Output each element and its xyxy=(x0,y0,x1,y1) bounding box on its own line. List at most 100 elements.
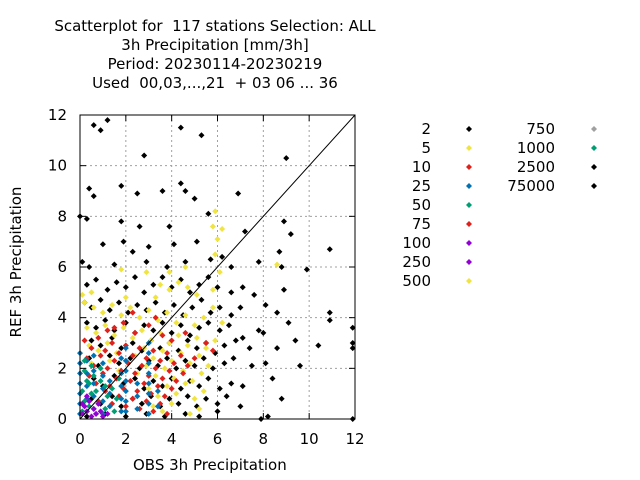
x-tick-label-6: 12 xyxy=(345,430,364,448)
data-point-s0-28 xyxy=(145,243,152,250)
data-point-s1-28 xyxy=(173,319,180,326)
data-point-s0-99 xyxy=(205,319,212,326)
data-point-s1-61 xyxy=(196,352,203,359)
data-point-s2-64 xyxy=(129,309,136,316)
data-point-s2-1 xyxy=(88,345,95,352)
data-point-s2-67 xyxy=(203,340,210,346)
data-point-s1-85 xyxy=(168,400,175,407)
data-point-s0-95 xyxy=(168,329,175,336)
data-point-s0-8 xyxy=(118,182,125,189)
data-point-s1-10 xyxy=(157,281,164,288)
data-point-s0-96 xyxy=(177,322,184,329)
data-point-s3-45 xyxy=(145,360,152,367)
data-point-s4-15 xyxy=(111,408,118,415)
data-point-s0-124 xyxy=(274,345,281,352)
data-point-s2-16 xyxy=(191,355,198,362)
data-point-s0-128 xyxy=(349,340,356,346)
data-point-s0-127 xyxy=(349,345,356,352)
data-point-s1-65 xyxy=(106,357,113,364)
data-point-s5-10 xyxy=(104,410,111,417)
data-point-s1-16 xyxy=(216,269,223,276)
data-point-s2-24 xyxy=(132,370,138,377)
data-point-s1-13 xyxy=(184,284,191,291)
data-point-s0-44 xyxy=(303,266,310,273)
data-point-s0-19 xyxy=(136,223,143,230)
data-point-s0-147 xyxy=(297,362,303,369)
data-point-s2-43 xyxy=(161,393,168,400)
data-point-s2-29 xyxy=(166,367,173,374)
legend-label-3: 25 xyxy=(412,177,431,195)
data-point-s0-56 xyxy=(187,289,193,296)
data-point-s3-40 xyxy=(145,410,152,417)
data-point-s0-81 xyxy=(237,304,244,311)
data-point-s5-7 xyxy=(95,400,102,407)
data-point-s0-25 xyxy=(99,241,106,248)
data-point-s0-162 xyxy=(228,380,235,387)
data-point-s0-174 xyxy=(175,400,182,407)
data-point-s1-32 xyxy=(209,304,216,311)
data-point-s0-61 xyxy=(239,284,246,291)
data-point-s1-76 xyxy=(145,385,152,392)
data-point-s0-24 xyxy=(287,231,294,238)
data-point-s0-70 xyxy=(134,302,141,308)
legend-label-4: 50 xyxy=(412,196,431,214)
data-point-s2-60 xyxy=(145,322,152,329)
data-point-s2-56 xyxy=(164,410,171,417)
data-point-s3-25 xyxy=(118,408,125,415)
data-point-s4-21 xyxy=(81,357,88,364)
data-point-s0-4 xyxy=(177,124,184,131)
data-point-s0-181 xyxy=(278,395,285,402)
y-tick-label-3: 6 xyxy=(57,258,67,276)
data-point-s0-153 xyxy=(141,385,148,392)
data-point-s0-14 xyxy=(235,190,242,197)
data-point-s0-15 xyxy=(283,155,290,162)
data-point-s2-40 xyxy=(141,380,148,387)
data-point-s0-140 xyxy=(191,362,198,369)
data-point-s1-34 xyxy=(83,324,90,331)
data-point-s2-68 xyxy=(209,347,216,354)
data-point-s0-164 xyxy=(269,375,276,382)
x-tick-label-3: 6 xyxy=(213,430,223,448)
data-point-s0-39 xyxy=(182,258,189,265)
data-point-s1-12 xyxy=(175,279,182,286)
data-point-s0-188 xyxy=(196,413,203,420)
data-point-s0-187 xyxy=(182,410,189,417)
data-point-s0-152 xyxy=(132,375,138,382)
data-point-s1-86 xyxy=(187,410,193,417)
data-point-s1-56 xyxy=(150,355,157,362)
data-point-s1-47 xyxy=(203,345,210,352)
data-point-s4-7 xyxy=(86,380,93,387)
y-tick-label-1: 2 xyxy=(57,359,67,377)
data-point-s0-101 xyxy=(225,322,232,329)
data-point-s0-179 xyxy=(223,393,230,400)
data-point-s0-2 xyxy=(97,127,104,134)
data-point-s4-19 xyxy=(90,372,97,379)
legend-label-9: 750 xyxy=(526,120,555,138)
legend-label-11: 2500 xyxy=(517,158,555,176)
data-point-s1-79 xyxy=(173,390,180,397)
data-point-s1-0 xyxy=(212,208,219,215)
data-point-s2-63 xyxy=(182,329,189,336)
data-point-s0-17 xyxy=(83,215,90,222)
data-point-s2-19 xyxy=(97,352,104,359)
data-point-s2-66 xyxy=(152,314,159,321)
data-point-s3-27 xyxy=(118,383,125,390)
data-point-s0-12 xyxy=(182,188,189,194)
data-point-s0-52 xyxy=(150,281,157,288)
data-point-s1-82 xyxy=(200,388,207,395)
data-point-s0-131 xyxy=(106,352,113,359)
data-point-s2-38 xyxy=(127,378,134,384)
data-point-s1-20 xyxy=(99,309,106,316)
x-tick-label-1: 2 xyxy=(121,430,131,448)
chart-title-line-4: Used 00,03,...,21 + 03 06 ... 36 xyxy=(92,74,338,92)
legend-marker-9 xyxy=(591,126,597,132)
legend-label-8: 500 xyxy=(402,272,431,290)
data-point-s3-22 xyxy=(106,403,113,410)
data-point-s3-16 xyxy=(90,352,97,359)
data-point-s1-23 xyxy=(127,304,134,311)
data-point-s1-83 xyxy=(150,403,157,410)
data-point-s4-14 xyxy=(102,383,109,390)
data-point-s1-29 xyxy=(182,312,189,319)
